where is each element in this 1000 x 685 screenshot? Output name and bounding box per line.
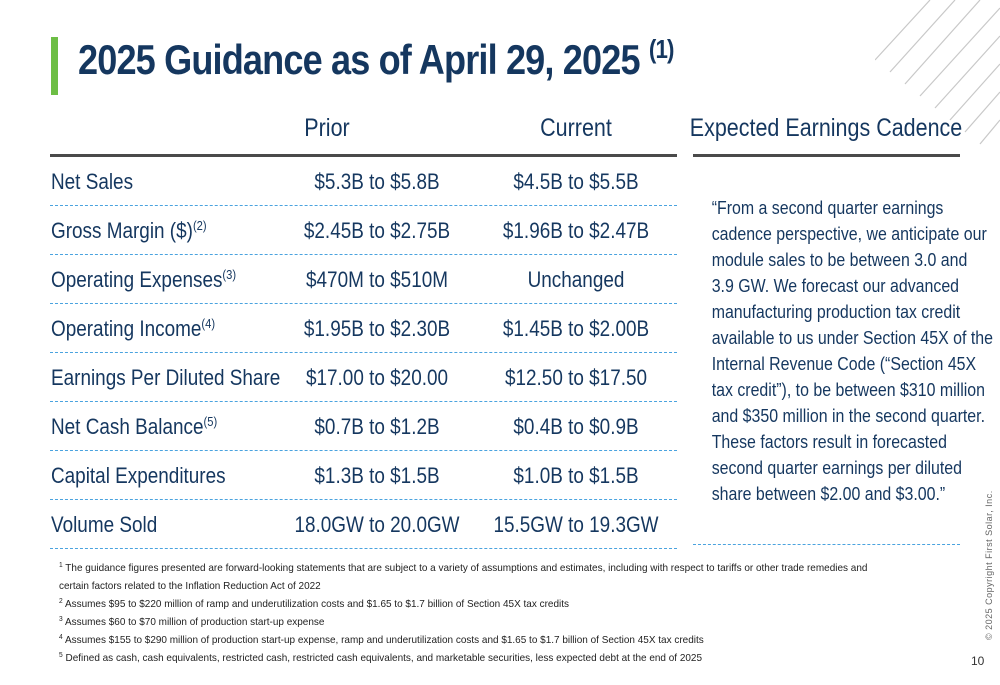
quote-line: module sales to be between 3.0 and: [711, 249, 968, 270]
row-label: Operating Income(4): [51, 316, 216, 341]
cadence-header-rule: [693, 154, 960, 157]
prior-value: $1.3B to $1.5B: [314, 463, 440, 488]
quote-line: tax credit”), to be between $310 million: [711, 379, 985, 400]
cadence-quote: “From a second quarter earnings cadence …: [693, 195, 993, 507]
prior-value: $5.3B to $5.8B: [314, 169, 440, 194]
table-row: Earnings Per Diluted Share $17.00 to $20…: [50, 353, 677, 402]
prior-value: $2.45B to $2.75B: [303, 218, 451, 243]
quote-line: Internal Revenue Code (“Section 45X: [711, 353, 977, 374]
footnote: 4 Assumes $155 to $290 million of produc…: [59, 634, 704, 646]
current-value: $1.45B to $2.00B: [502, 316, 650, 341]
current-value: $4.5B to $5.5B: [513, 169, 639, 194]
footnote: 1 The guidance figures presented are for…: [59, 562, 868, 574]
diagonal-lines-decoration: [875, 0, 1000, 145]
prior-value: $0.7B to $1.2B: [314, 414, 440, 439]
prior-value: $17.00 to $20.00: [305, 365, 449, 390]
title-accent-bar: [51, 37, 58, 95]
table-row: Operating Expenses(3) $470M to $510M Unc…: [50, 255, 677, 304]
table-row: Net Cash Balance(5) $0.7B to $1.2B $0.4B…: [50, 402, 677, 451]
table-row: Gross Margin ($)(2) $2.45B to $2.75B $1.…: [50, 206, 677, 255]
row-label: Operating Expenses(3): [51, 267, 237, 292]
current-value: Unchanged: [527, 267, 625, 292]
quote-line: 3.9 GW. We forecast our advanced: [711, 275, 960, 296]
title-footnote-ref: (1): [648, 34, 675, 64]
current-value: $0.4B to $0.9B: [513, 414, 639, 439]
column-header-prior: Prior: [304, 114, 350, 142]
cadence-heading: Expected Earnings Cadence: [689, 114, 963, 142]
copyright-notice: © 2025 Copyright First Solar, Inc.: [984, 490, 994, 640]
current-value: $1.0B to $1.5B: [513, 463, 639, 488]
page-title: 2025 Guidance as of April 29, 2025 (1): [78, 34, 675, 83]
column-header-current: Current: [540, 114, 612, 142]
current-value: $1.96B to $2.47B: [502, 218, 650, 243]
quote-line: “From a second quarter earnings: [711, 197, 944, 218]
quote-line: and $350 million in the second quarter.: [711, 405, 986, 426]
row-label: Net Sales: [51, 169, 134, 194]
footnote: 2 Assumes $95 to $220 million of ramp an…: [59, 598, 569, 610]
current-value: $12.50 to $17.50: [504, 365, 648, 390]
table-row: Volume Sold 18.0GW to 20.0GW 15.5GW to 1…: [50, 500, 677, 549]
page-number: 10: [971, 654, 985, 668]
quote-line: These factors result in forecasted: [711, 431, 947, 452]
table-row: Operating Income(4) $1.95B to $2.30B $1.…: [50, 304, 677, 353]
footnotes: 1 The guidance figures presented are for…: [59, 558, 939, 666]
row-label: Net Cash Balance(5): [51, 414, 218, 439]
prior-value: $1.95B to $2.30B: [303, 316, 451, 341]
quote-line: cadence perspective, we anticipate our: [711, 223, 987, 244]
prior-value: $470M to $510M: [306, 267, 448, 292]
row-label: Volume Sold: [51, 512, 158, 537]
row-label: Capital Expenditures: [51, 463, 226, 488]
table-row: Net Sales $5.3B to $5.8B $4.5B to $5.5B: [50, 157, 677, 206]
footnote: certain factors related to the Inflation…: [59, 580, 321, 592]
footnote: 3 Assumes $60 to $70 million of producti…: [59, 616, 325, 628]
footnote: 5 Defined as cash, cash equivalents, res…: [59, 652, 703, 664]
row-label: Gross Margin ($)(2): [51, 218, 207, 243]
quote-line: share between $2.00 and $3.00.”: [711, 483, 946, 504]
quote-line: manufacturing production tax credit: [711, 301, 961, 322]
row-label: Earnings Per Diluted Share: [51, 365, 281, 390]
table-header-rule: [50, 154, 677, 157]
prior-value: 18.0GW to 20.0GW: [294, 512, 460, 537]
cadence-bottom-rule: [693, 544, 960, 545]
table-row: Capital Expenditures $1.3B to $1.5B $1.0…: [50, 451, 677, 500]
quote-line: second quarter earnings per diluted: [711, 457, 963, 478]
quote-line: available to us under Section 45X of the: [711, 327, 993, 348]
current-value: 15.5GW to 19.3GW: [493, 512, 659, 537]
